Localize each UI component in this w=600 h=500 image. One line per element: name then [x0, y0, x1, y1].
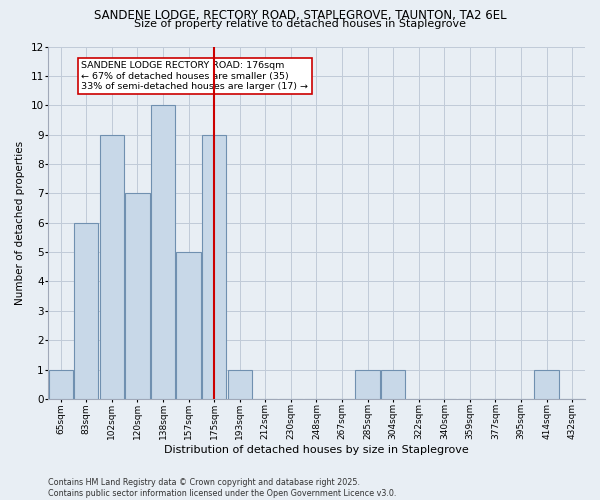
Bar	[381, 370, 406, 399]
Text: SANDENE LODGE, RECTORY ROAD, STAPLEGROVE, TAUNTON, TA2 6EL: SANDENE LODGE, RECTORY ROAD, STAPLEGROVE…	[94, 9, 506, 22]
Bar	[125, 194, 149, 399]
Bar	[202, 134, 226, 399]
Bar	[100, 134, 124, 399]
Bar	[227, 370, 252, 399]
Bar	[74, 222, 98, 399]
Y-axis label: Number of detached properties: Number of detached properties	[15, 140, 25, 305]
Text: Contains HM Land Registry data © Crown copyright and database right 2025.
Contai: Contains HM Land Registry data © Crown c…	[48, 478, 397, 498]
Bar	[49, 370, 73, 399]
Bar	[176, 252, 201, 399]
Bar	[535, 370, 559, 399]
Text: Size of property relative to detached houses in Staplegrove: Size of property relative to detached ho…	[134, 19, 466, 29]
Bar	[355, 370, 380, 399]
X-axis label: Distribution of detached houses by size in Staplegrove: Distribution of detached houses by size …	[164, 445, 469, 455]
Bar	[151, 105, 175, 399]
Text: SANDENE LODGE RECTORY ROAD: 176sqm
← 67% of detached houses are smaller (35)
33%: SANDENE LODGE RECTORY ROAD: 176sqm ← 67%…	[81, 61, 308, 91]
